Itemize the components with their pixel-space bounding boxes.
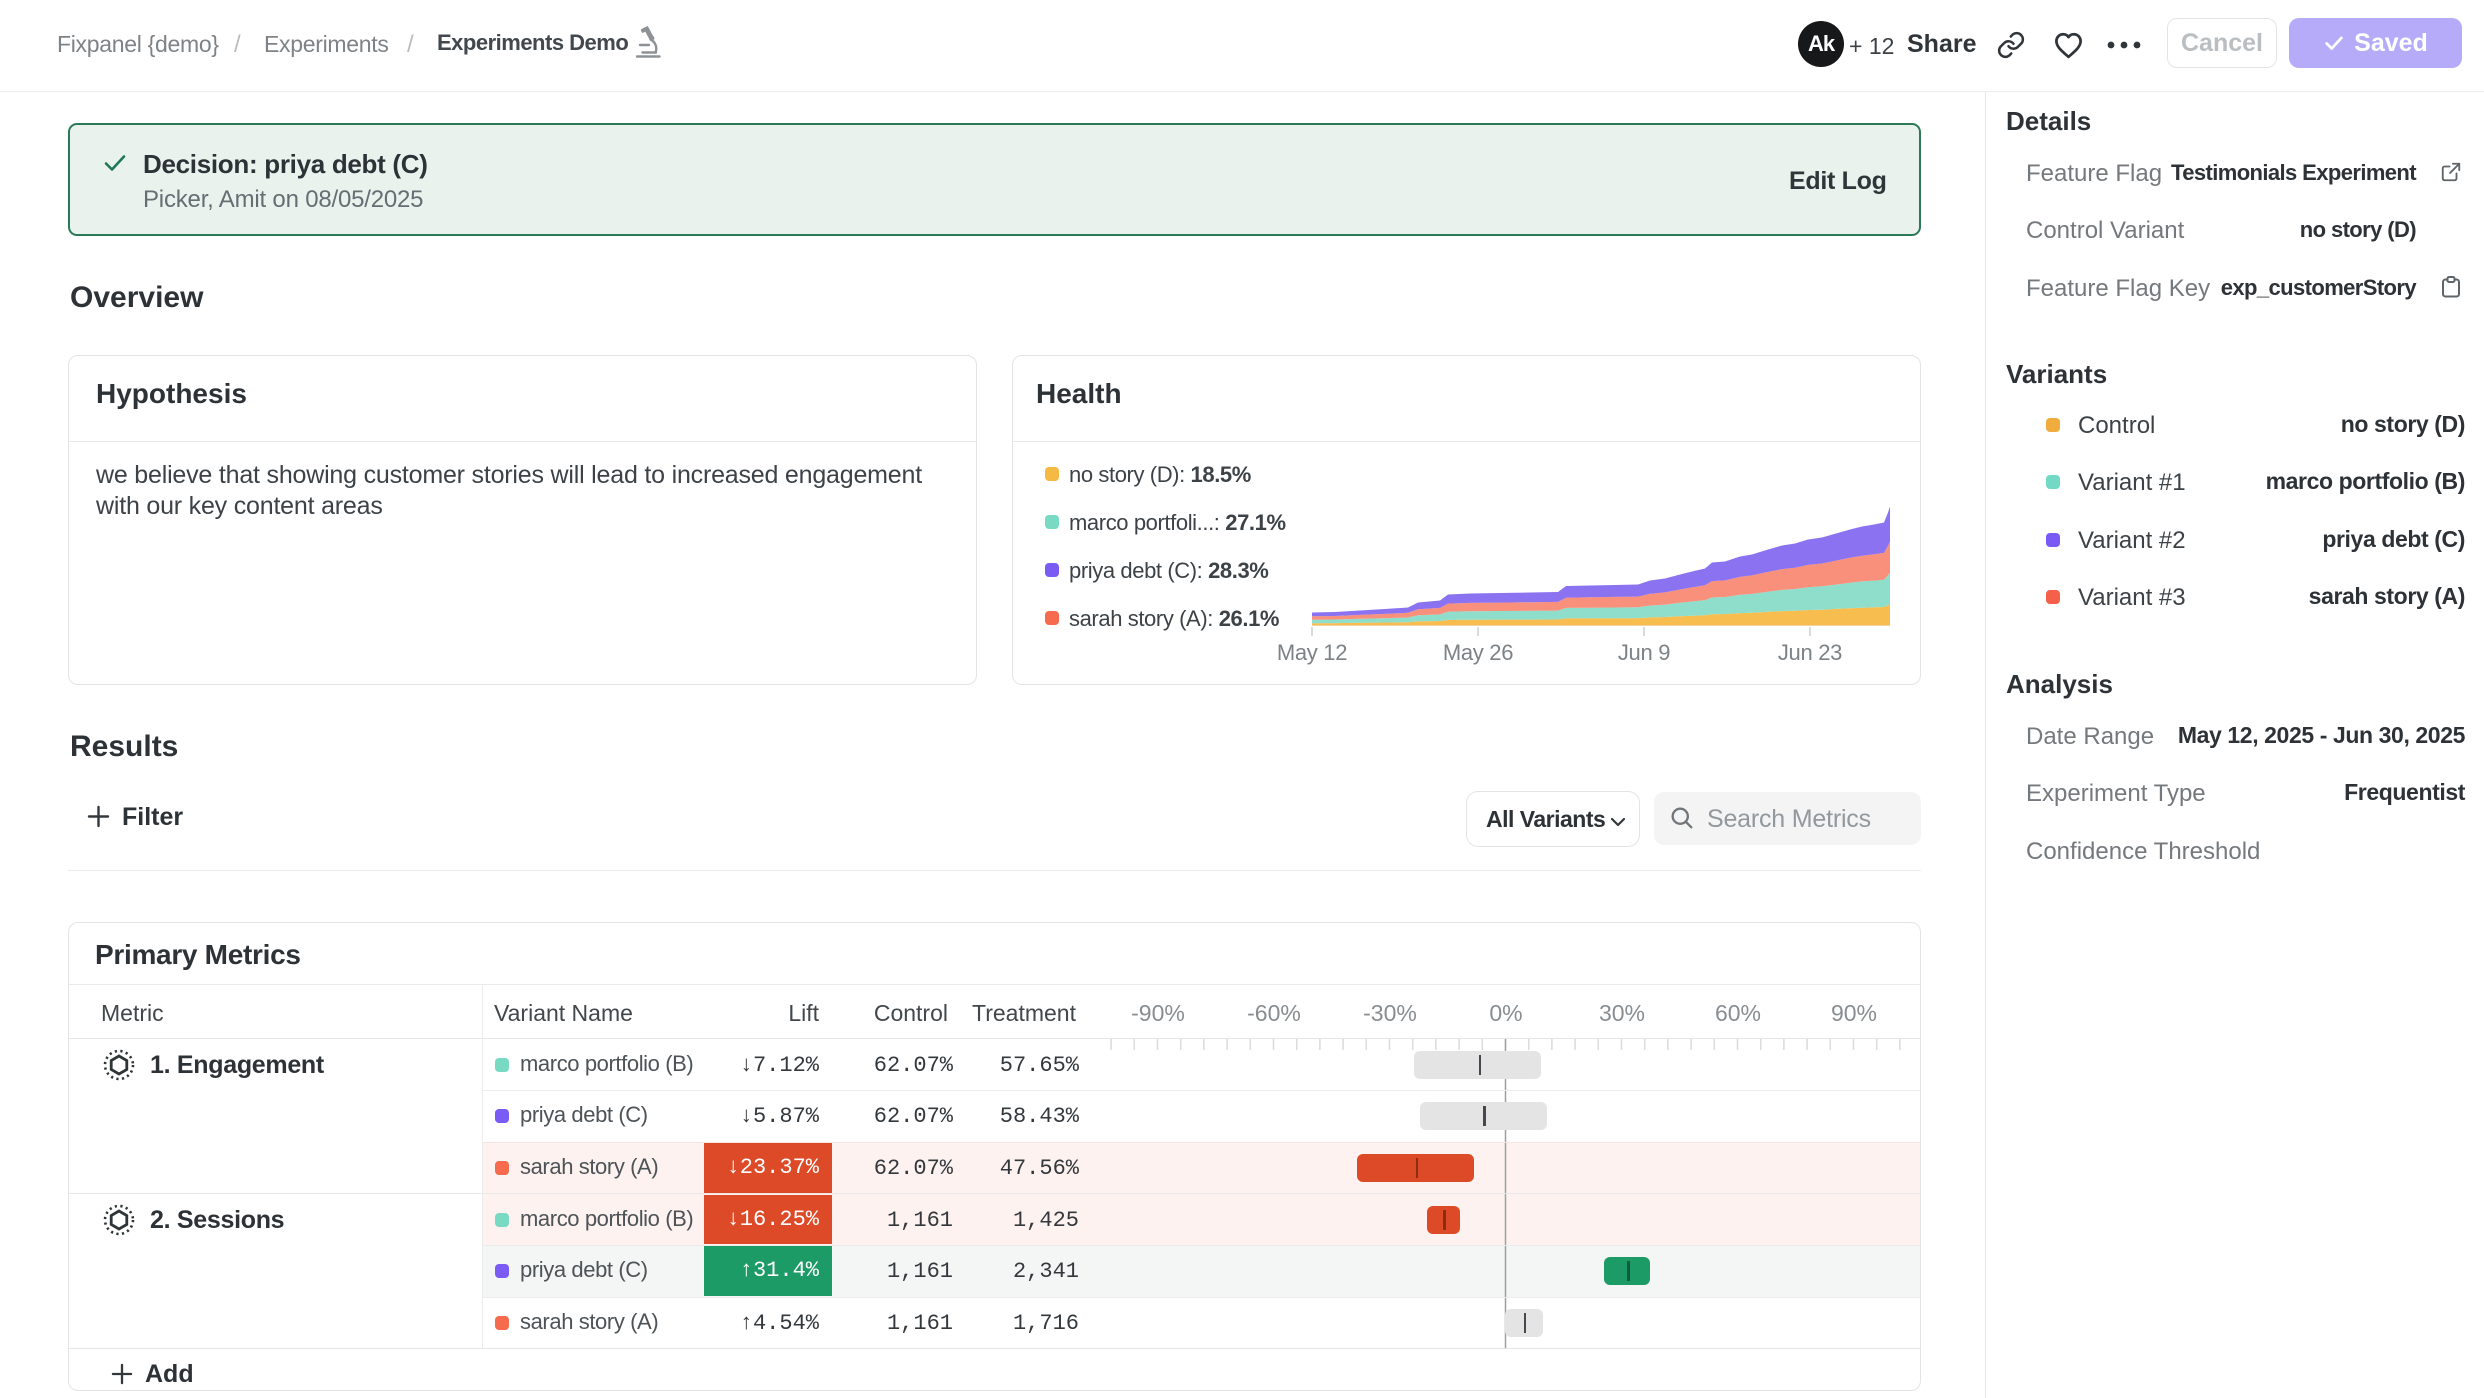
svg-text:Jun 9: Jun 9 <box>1618 640 1670 665</box>
svg-text:Jun 23: Jun 23 <box>1778 640 1842 665</box>
svg-text:May 12: May 12 <box>1277 640 1347 665</box>
svg-text:May 26: May 26 <box>1443 640 1513 665</box>
